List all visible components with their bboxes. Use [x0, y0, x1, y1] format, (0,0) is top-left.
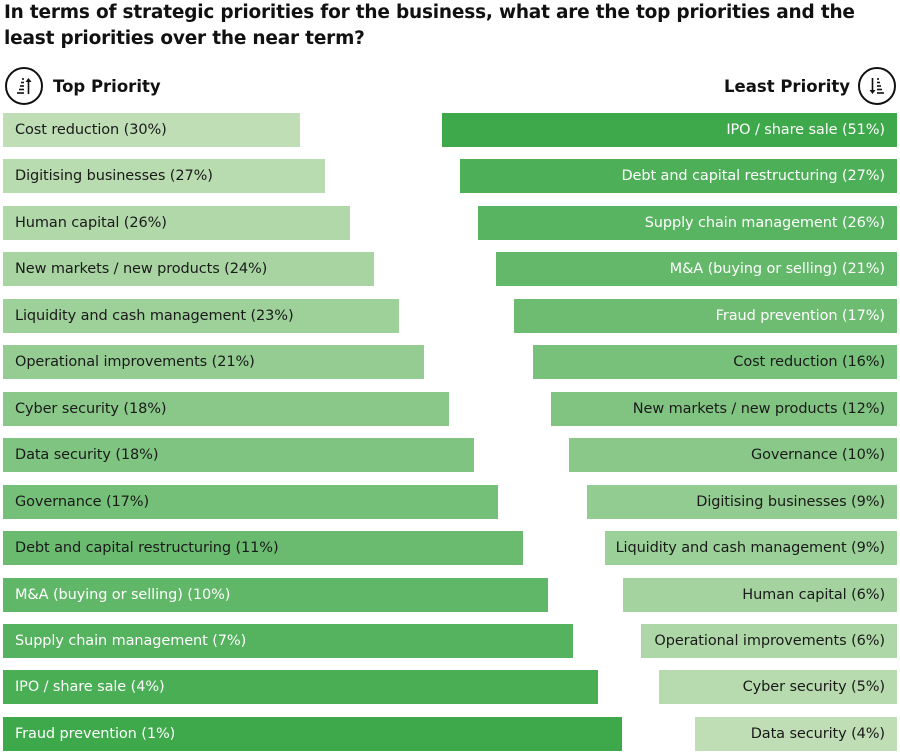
top-priority-bar: Fraud prevention (1%)	[3, 716, 623, 751]
least-priority-bar: Digitising businesses (9%)	[586, 484, 897, 519]
least-priority-bar: New markets / new products (12%)	[550, 391, 897, 426]
top-priority-bar: Operational improvements (21%)	[3, 345, 424, 380]
least-priority-label: Least Priority	[724, 76, 850, 96]
least-priority-bar: Supply chain management (26%)	[478, 205, 897, 240]
least-priority-bar: Cyber security (5%)	[659, 670, 897, 705]
least-priority-bar: Debt and capital restructuring (27%)	[460, 159, 897, 194]
least-priority-bar: Operational improvements (6%)	[641, 623, 897, 658]
top-priority-bar: Cost reduction (30%)	[3, 113, 300, 147]
least-priority-bar: M&A (buying or selling) (21%)	[496, 252, 897, 287]
least-priority-bar: Liquidity and cash management (9%)	[604, 531, 897, 566]
sort-descending-icon	[858, 67, 896, 105]
top-priority-bar: Supply chain management (7%)	[3, 623, 573, 658]
top-priority-header: Top Priority	[5, 66, 161, 106]
top-priority-bar: Liquidity and cash management (23%)	[3, 298, 400, 333]
least-priority-bar: Cost reduction (16%)	[532, 345, 897, 380]
top-priority-bar: M&A (buying or selling) (10%)	[3, 577, 548, 612]
top-priority-bar: New markets / new products (24%)	[3, 252, 375, 287]
top-priority-bar: IPO / share sale (4%)	[3, 670, 598, 705]
top-priority-bar: Human capital (26%)	[3, 205, 350, 240]
top-priority-bar: Digitising businesses (27%)	[3, 159, 325, 194]
top-priority-bar: Cyber security (18%)	[3, 391, 449, 426]
chart-title: In terms of strategic priorities for the…	[4, 2, 855, 49]
least-priority-bar: Data security (4%)	[695, 716, 897, 751]
least-priority-bar: Governance (10%)	[568, 438, 897, 473]
sort-ascending-icon	[5, 67, 43, 105]
least-priority-bar: Human capital (6%)	[623, 577, 897, 612]
top-priority-bar: Governance (17%)	[3, 484, 499, 519]
least-priority-bar: Fraud prevention (17%)	[514, 298, 897, 333]
least-priority-header: Least Priority	[724, 66, 896, 106]
top-priority-bar: Debt and capital restructuring (11%)	[3, 531, 524, 566]
top-priority-label: Top Priority	[53, 76, 161, 96]
least-priority-bar: IPO / share sale (51%)	[442, 113, 897, 147]
top-priority-bar: Data security (18%)	[3, 438, 474, 473]
